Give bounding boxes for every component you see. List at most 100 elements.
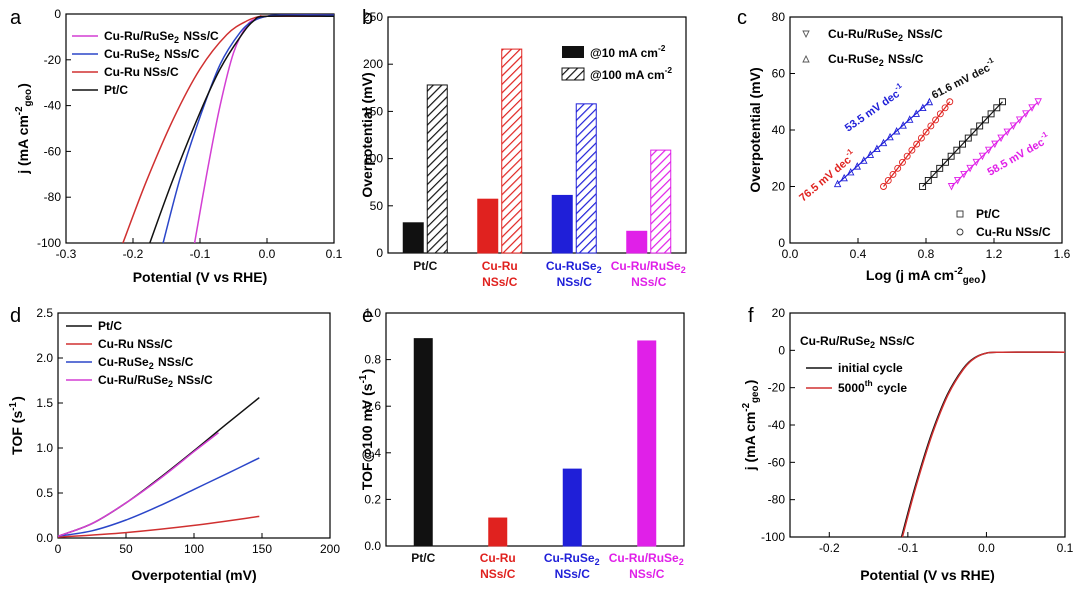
fit-line [883,101,951,187]
x-tick-label: 150 [252,542,272,556]
category-label: Cu-Ru/RuSe2 [609,551,685,567]
y-tick-label: 200 [363,57,383,71]
y-tick-label: -80 [768,493,786,507]
y-tick-label: -20 [768,381,786,395]
slope-label: 53.5 mV dec-1 [841,80,909,134]
y-tick-label: 1.5 [36,396,53,410]
bar [413,338,433,547]
y-tick-label: 0.0 [364,539,381,553]
legend-swatch [562,46,584,58]
y-tick-label: 0.8 [364,353,381,367]
panel-d: d 0.0 0.5 1.0 1.5 2.0 2.5 0 50 100 150 200 Pt/C Cu-Ru… [8,305,340,583]
data-point [833,179,842,188]
series-line [162,14,335,244]
bar-100 [426,84,448,254]
slope-label: 61.6 mV dec-1 [928,55,999,102]
panel-label: e [362,305,373,327]
data-point [930,170,938,178]
category-label: NSs/C [480,567,516,581]
y-tick-label: -60 [44,144,62,158]
x-axis-label: Overpotential (mV) [131,567,256,583]
y-tick-label: -80 [44,190,62,204]
data-point [981,116,989,124]
x-tick-label: 0.4 [850,247,867,261]
data-point [997,134,1005,143]
data-point [840,173,848,182]
data-point [873,144,881,153]
data-point [903,152,911,160]
legend-swatch [561,67,585,81]
y-tick-label: 50 [370,199,384,213]
x-tick-label: 50 [119,542,133,556]
data-point [947,152,955,160]
data-point [894,164,902,172]
inset-title: Cu-Ru/RuSe2 NSs/C [800,334,915,350]
x-tick-label: -0.2 [819,541,840,555]
data-point [925,97,934,106]
data-point [1009,122,1018,130]
data-point [880,183,887,190]
y-axis-label: j (mA cm-2geo ) [14,83,34,175]
category-label: NSs/C [555,567,591,581]
y-axis-label: TOF (s-1 ) [8,396,25,455]
y-tick-label: 80 [772,10,786,24]
legend-entry: Cu-RuSe2 NSs/C [828,52,924,68]
data-point [960,170,968,179]
legend-entry: Cu-Ru NSs/C [976,225,1051,239]
x-axis-label: Potential (V vs RHE) [133,269,268,285]
y-tick-label: 60 [772,67,786,81]
data-point [993,104,1001,112]
bar-100 [501,48,523,254]
data-point [1015,116,1024,124]
legend-entry: @10 mA cm-2 [590,43,666,60]
y-tick-label: 1.0 [36,441,53,455]
y-axis-label: TOF@100 mV (s-1 ) [358,369,375,490]
panel-f: f 20 0 -20 -40 -60 -80 -100 -0.2 -0.1 0.0 0.1 Cu-Ru/… [741,305,1074,583]
y-tick-label: -40 [768,418,786,432]
bar [562,468,582,547]
category-label: NSs/C [557,275,593,289]
y-tick-label: 0.2 [364,492,381,506]
x-tick-label: 100 [184,542,204,556]
category-label: NSs/C [482,275,518,289]
x-tick-label: -0.1 [898,541,919,555]
legend-entry: Cu-Ru NSs/C [98,337,173,351]
panel-label: b [362,7,373,29]
data-point [899,121,907,129]
x-axis-label: Log (j mA cm-2geo ) [866,266,986,286]
data-point [959,140,966,148]
data-point [1022,110,1030,118]
series-line [57,397,260,537]
series-line [57,457,260,537]
x-tick-label: 200 [320,542,340,556]
panel-label: c [737,7,747,29]
panel-label: a [10,7,22,29]
category-label: Pt/C [411,551,435,565]
data-point [956,210,964,218]
data-point [889,170,897,178]
category-label: Cu-Ru/RuSe2 [611,259,687,275]
data-point [941,104,949,112]
y-tick-label: -40 [44,99,62,113]
data-point [802,54,810,63]
data-point [999,98,1006,106]
data-point [953,146,961,154]
data-point [970,128,978,136]
bar-10 [402,222,424,254]
data-point [860,156,868,164]
data-point [984,146,993,155]
legend-entry: Cu-Ru/RuSe2 NSs/C [828,27,943,43]
category-label: NSs/C [631,275,667,289]
legend-entry: 5000th cycle [838,378,907,395]
legend-entry: Cu-Ru/RuSe2 NSs/C [98,373,213,389]
data-point [976,122,984,130]
panel-a: a 0 -20 -40 -60 -80 -100-0.3 -0.2 -0.1 0.0 0.1 Cu-R… [10,7,343,285]
series-line [193,14,335,244]
bar [488,517,508,547]
y-axis-label: j (mA cm-2geo ) [741,380,761,472]
x-tick-label: 0 [55,542,62,556]
y-tick-label: 20 [772,180,786,194]
x-tick-label: 1.6 [1054,247,1071,261]
